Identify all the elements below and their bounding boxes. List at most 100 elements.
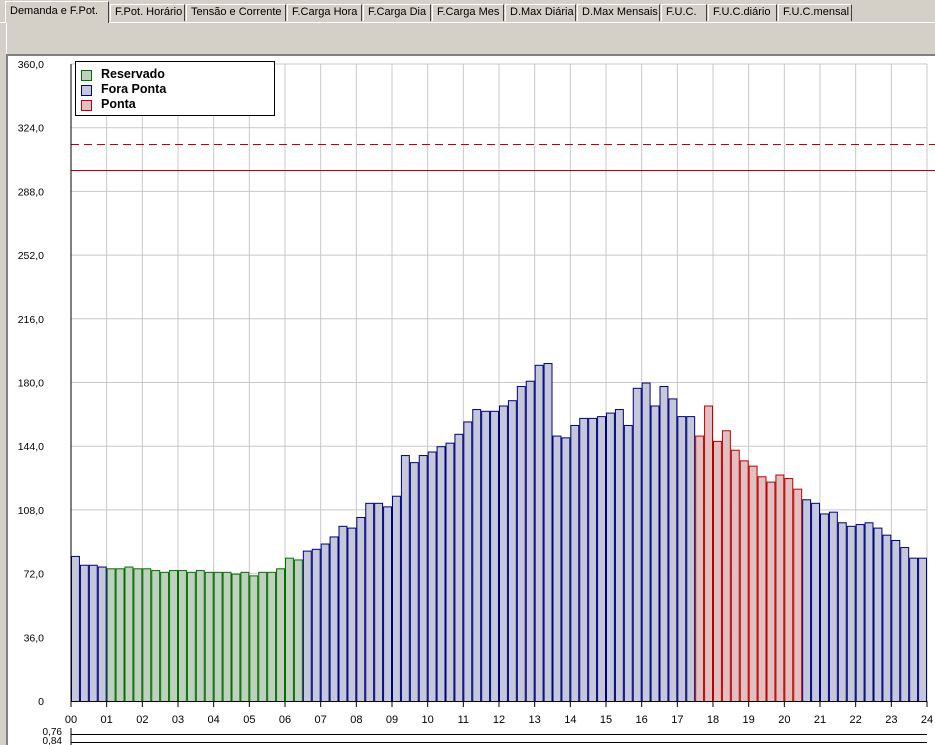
tab-d-max-mensais[interactable]: D.Max Mensais (577, 4, 660, 21)
bar-fora-ponta (507, 400, 517, 702)
bar-fora-ponta (383, 506, 393, 702)
secondary-axis-label: 0,76 (43, 727, 63, 738)
bar-reservado (151, 570, 161, 702)
bar-ponta (739, 460, 749, 702)
bar-fora-ponta (463, 421, 473, 702)
x-tick-label: 03 (172, 714, 184, 726)
chart-legend: Reservado Fora Ponta Ponta (75, 61, 275, 116)
y-tick-label: 360,0 (18, 59, 44, 71)
bar-ponta (695, 435, 705, 702)
bar-ponta (713, 440, 722, 702)
y-tick-label: 288,0 (18, 186, 44, 198)
legend-swatch-fora-ponta (81, 85, 92, 96)
bar-reservado (267, 571, 277, 703)
x-tick-label: 22 (850, 714, 862, 726)
x-tick-label: 05 (243, 714, 255, 726)
x-tick-label: 11 (458, 714, 469, 726)
bar-ponta (748, 465, 758, 702)
bar-ponta (793, 488, 803, 702)
y-tick-label: 216,0 (18, 314, 44, 326)
bar-fora-ponta (606, 412, 615, 702)
bar-fora-ponta (891, 539, 901, 702)
secondary-axis-label: 0,84 (43, 736, 63, 745)
tab-d-max-di-ria[interactable]: D.Max Diária (505, 4, 576, 21)
tab-f-u-c[interactable]: F.U.C. (661, 4, 707, 21)
y-tick-label: 0 (38, 696, 44, 708)
bar-fora-ponta (400, 455, 410, 702)
bar-fora-ponta (543, 363, 553, 702)
bar-fora-ponta (472, 409, 482, 702)
bar-fora-ponta (418, 455, 428, 702)
bar-fora-ponta (320, 543, 330, 703)
bar-fora-ponta (365, 502, 375, 703)
bar-ponta (730, 449, 740, 702)
tab-tens-o-e-corrente[interactable]: Tensão e Corrente (186, 4, 286, 21)
x-tick-label: 15 (600, 714, 612, 726)
x-tick-label: 12 (493, 714, 505, 726)
tab-f-carga-hora[interactable]: F.Carga Hora (287, 4, 362, 21)
x-tick-label: 09 (386, 714, 398, 726)
bar-fora-ponta (686, 416, 696, 702)
bar-reservado (133, 568, 143, 703)
bar-fora-ponta (454, 433, 464, 702)
bar-fora-ponta (88, 564, 98, 703)
bar-ponta (721, 430, 731, 702)
bar-reservado (222, 571, 232, 703)
bar-fora-ponta (623, 424, 633, 702)
legend-label-fora-ponta: Fora Ponta (101, 82, 167, 96)
bar-fora-ponta (909, 557, 919, 702)
bar-fora-ponta (79, 564, 89, 703)
y-tick-label: 72,0 (24, 569, 45, 581)
tab-f-carga-dia[interactable]: F.Carga Dia (363, 4, 431, 21)
tab-f-u-c-di-rio[interactable]: F.U.C.diário (708, 4, 777, 21)
bar-reservado (124, 566, 134, 702)
bar-fora-ponta (650, 405, 660, 702)
bar-reservado (169, 570, 178, 702)
x-tick-label: 21 (814, 714, 826, 726)
bar-fora-ponta (882, 534, 892, 703)
x-tick-label: 14 (564, 714, 576, 726)
bar-reservado (249, 575, 259, 702)
bar-fora-ponta (588, 417, 598, 702)
bar-reservado (142, 568, 152, 703)
bar-fora-ponta (855, 524, 865, 702)
tab-f-u-c-mensal[interactable]: F.U.C.mensal (778, 4, 852, 21)
bar-fora-ponta (846, 525, 856, 703)
bar-fora-ponta (668, 398, 678, 702)
bar-fora-ponta (374, 502, 384, 703)
bar-fora-ponta (490, 410, 500, 702)
bar-reservado (195, 570, 205, 702)
bar-fora-ponta (338, 525, 348, 703)
y-tick-label: 252,0 (18, 250, 44, 262)
bar-fora-ponta (71, 555, 80, 703)
tab-f-pot-hor-rio[interactable]: F.Pot. Horário (110, 4, 185, 21)
bar-fora-ponta (436, 446, 446, 703)
bar-fora-ponta (311, 548, 321, 702)
bar-reservado (293, 559, 303, 703)
bar-reservado (276, 568, 286, 703)
tab-demanda-e-f-pot[interactable]: Demanda e F.Pot. (5, 1, 109, 23)
bar-ponta (704, 405, 713, 702)
bar-fora-ponta (534, 364, 544, 702)
tab-f-carga-mes[interactable]: F.Carga Mes (432, 4, 504, 21)
bar-fora-ponta (677, 416, 687, 702)
legend-label-ponta: Ponta (101, 97, 136, 111)
bar-reservado (115, 568, 125, 703)
bar-fora-ponta (864, 522, 874, 703)
bar-fora-ponta (659, 386, 669, 702)
x-tick-label: 04 (208, 714, 220, 726)
legend-swatch-ponta (81, 100, 92, 111)
bar-reservado (106, 568, 116, 703)
y-tick-label: 108,0 (18, 505, 44, 517)
x-tick-label: 16 (636, 714, 648, 726)
x-tick-label: 00 (65, 714, 77, 726)
bar-reservado (186, 571, 196, 703)
x-tick-label: 13 (529, 714, 541, 726)
y-tick-label: 36,0 (24, 632, 45, 644)
x-tick-label: 06 (279, 714, 291, 726)
bar-fora-ponta (329, 536, 339, 702)
x-tick-label: 10 (422, 714, 434, 726)
bar-fora-ponta (392, 495, 401, 702)
bar-reservado (285, 557, 294, 702)
bar-fora-ponta (900, 547, 910, 703)
